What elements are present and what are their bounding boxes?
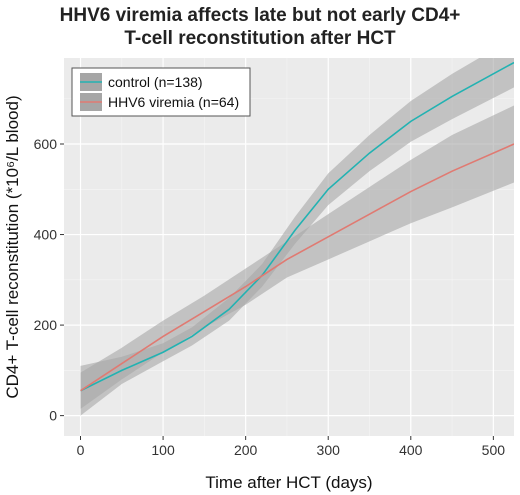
x-tick-label: 300 [317,442,341,458]
y-tick-label: 400 [34,227,58,243]
chart-title-line1: HHV6 viremia affects late but not early … [59,5,461,26]
legend: control (n=138) HHV6 viremia (n=64) [71,67,251,117]
y-axis-label: CD4+ T-cell reconstitution (*10⁶/L blood… [3,95,22,398]
series-line-0 [80,61,514,392]
x-tick-label: 400 [399,442,423,458]
y-tick-label: 0 [49,408,57,424]
legend-label-control: control (n=138) [108,74,203,90]
y-tick-label: 600 [34,136,58,152]
x-tick-label: 0 [77,442,85,458]
series-line-1 [80,143,514,392]
x-tick-label: 100 [151,442,175,458]
confidence-band-series-1 [80,105,514,409]
x-tick-label: 500 [482,442,506,458]
x-tick-label: 200 [234,442,258,458]
legend-label-hhv6: HHV6 viremia (n=64) [108,94,239,110]
y-tick-label: 200 [34,317,58,333]
chart-title-line2: T-cell reconstitution after HCT [124,28,396,49]
x-axis-label: Time after HCT (days) [205,473,372,492]
